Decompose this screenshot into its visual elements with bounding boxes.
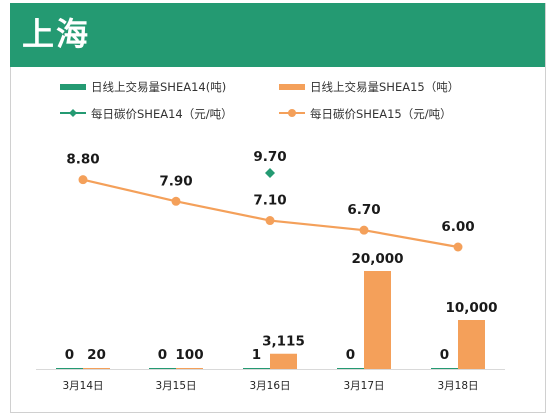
label-shea14-volume: 0	[440, 347, 449, 363]
label-shea15-price: 6.70	[347, 202, 380, 218]
label-shea15-volume: 10,000	[445, 300, 497, 316]
page-title: 上海	[22, 15, 91, 53]
label-shea15-volume: 20,000	[351, 251, 403, 267]
legend-marker-shea14-price	[69, 109, 77, 117]
chart-frame	[10, 3, 546, 413]
legend-label-shea15-price: 每日碳价SHEA15（元/吨）	[310, 107, 452, 121]
legend-swatch-shea14-volume	[60, 84, 86, 90]
x-tick-label: 3月18日	[437, 380, 478, 392]
line-shea15-price	[82, 178, 459, 249]
bar-shea15-volume	[83, 368, 110, 369]
label-shea15-volume: 3,115	[262, 334, 305, 350]
label-shea14-volume: 0	[65, 347, 74, 363]
bar-shea14-volume	[56, 368, 83, 369]
label-shea14-price: 9.70	[253, 149, 286, 165]
bar-shea14-volume	[337, 368, 364, 369]
label-shea14-volume: 0	[158, 347, 167, 363]
point-shea15-price	[265, 216, 275, 226]
point-shea15-price	[78, 175, 88, 185]
title-banner	[10, 3, 545, 67]
bar-shea15-volume	[364, 271, 391, 369]
x-tick-label: 3月16日	[249, 380, 290, 392]
bar-shea14-volume	[431, 368, 458, 369]
bar-shea14-volume	[149, 368, 176, 369]
label-shea14-volume: 0	[346, 347, 355, 363]
x-tick-label: 3月17日	[343, 380, 384, 392]
bar-shea15-volume	[176, 368, 203, 369]
legend-marker-shea15-price	[288, 109, 296, 117]
x-tick-label: 3月15日	[155, 380, 196, 392]
legend-label-shea14-volume: 日线上交易量SHEA14(吨)	[91, 80, 226, 94]
label-shea15-price: 8.80	[66, 152, 99, 168]
label-shea15-price: 7.90	[159, 173, 192, 189]
legend-label-shea15-volume: 日线上交易量SHEA15（吨）	[310, 80, 459, 94]
label-shea15-volume: 20	[87, 347, 106, 363]
label-shea15-price: 7.10	[253, 193, 286, 209]
label-shea15-price: 6.00	[441, 219, 474, 235]
label-shea15-volume: 100	[175, 347, 203, 363]
label-shea14-volume: 1	[252, 347, 261, 363]
point-shea14-price	[265, 168, 275, 178]
x-tick-label: 3月14日	[62, 380, 103, 392]
point-shea15-price	[453, 242, 463, 252]
legend-swatch-shea15-volume	[279, 84, 305, 90]
bar-shea15-volume	[270, 353, 297, 369]
point-shea15-price	[359, 225, 369, 235]
bar-shea14-volume	[243, 368, 270, 369]
bar-shea15-volume	[458, 320, 485, 369]
point-shea15-price	[171, 196, 181, 206]
legend-label-shea14-price: 每日碳价SHEA14（元/吨）	[91, 107, 233, 121]
